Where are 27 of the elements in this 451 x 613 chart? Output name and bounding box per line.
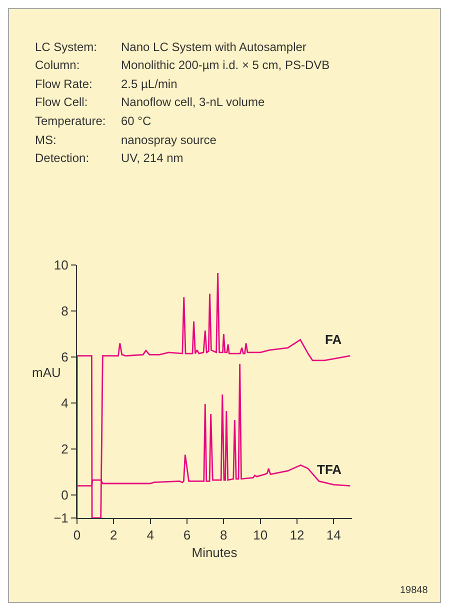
- x-axis-title: Minutes: [192, 545, 238, 560]
- text: 19848: [400, 585, 428, 596]
- x-tick-label: 12: [290, 528, 304, 543]
- x-tick-label: 6: [183, 528, 191, 543]
- y-tick-label: 6: [61, 350, 68, 365]
- y-tick-label: 0: [61, 488, 68, 503]
- text: Column: Monolithic 200-µm i.d. × 5 cm, PS-DVB: [35, 58, 330, 72]
- x-tick-label: 8: [220, 528, 228, 543]
- x-tick-label: 4: [146, 528, 154, 543]
- x-tick-label: 0: [73, 528, 81, 543]
- series-label: TFA: [317, 462, 342, 477]
- y-axis-title: mAU: [32, 365, 61, 380]
- text: Flow Cell: Nanoflow cell, 3-nL volume: [35, 95, 265, 109]
- series-label: FA: [325, 332, 342, 347]
- x-tick-label: 2: [110, 528, 118, 543]
- x-tick-label: 14: [326, 528, 341, 543]
- text: Detection: UV, 214 nm: [35, 151, 184, 165]
- y-tick-label: 4: [61, 396, 68, 411]
- text: Temperature: 60 °C: [35, 114, 152, 128]
- y-tick-label: 2: [61, 442, 68, 457]
- x-tick-label: 10: [253, 528, 268, 543]
- text: MS: nanospray source: [35, 133, 216, 147]
- text: Flow Rate: 2.5 µL/min: [35, 77, 178, 91]
- y-tick-label: 10: [54, 258, 68, 273]
- y-tick-label: −1: [54, 510, 68, 526]
- y-tick-label: 8: [61, 304, 68, 319]
- text: LC System: Nano LC System with Autosampler: [35, 40, 306, 54]
